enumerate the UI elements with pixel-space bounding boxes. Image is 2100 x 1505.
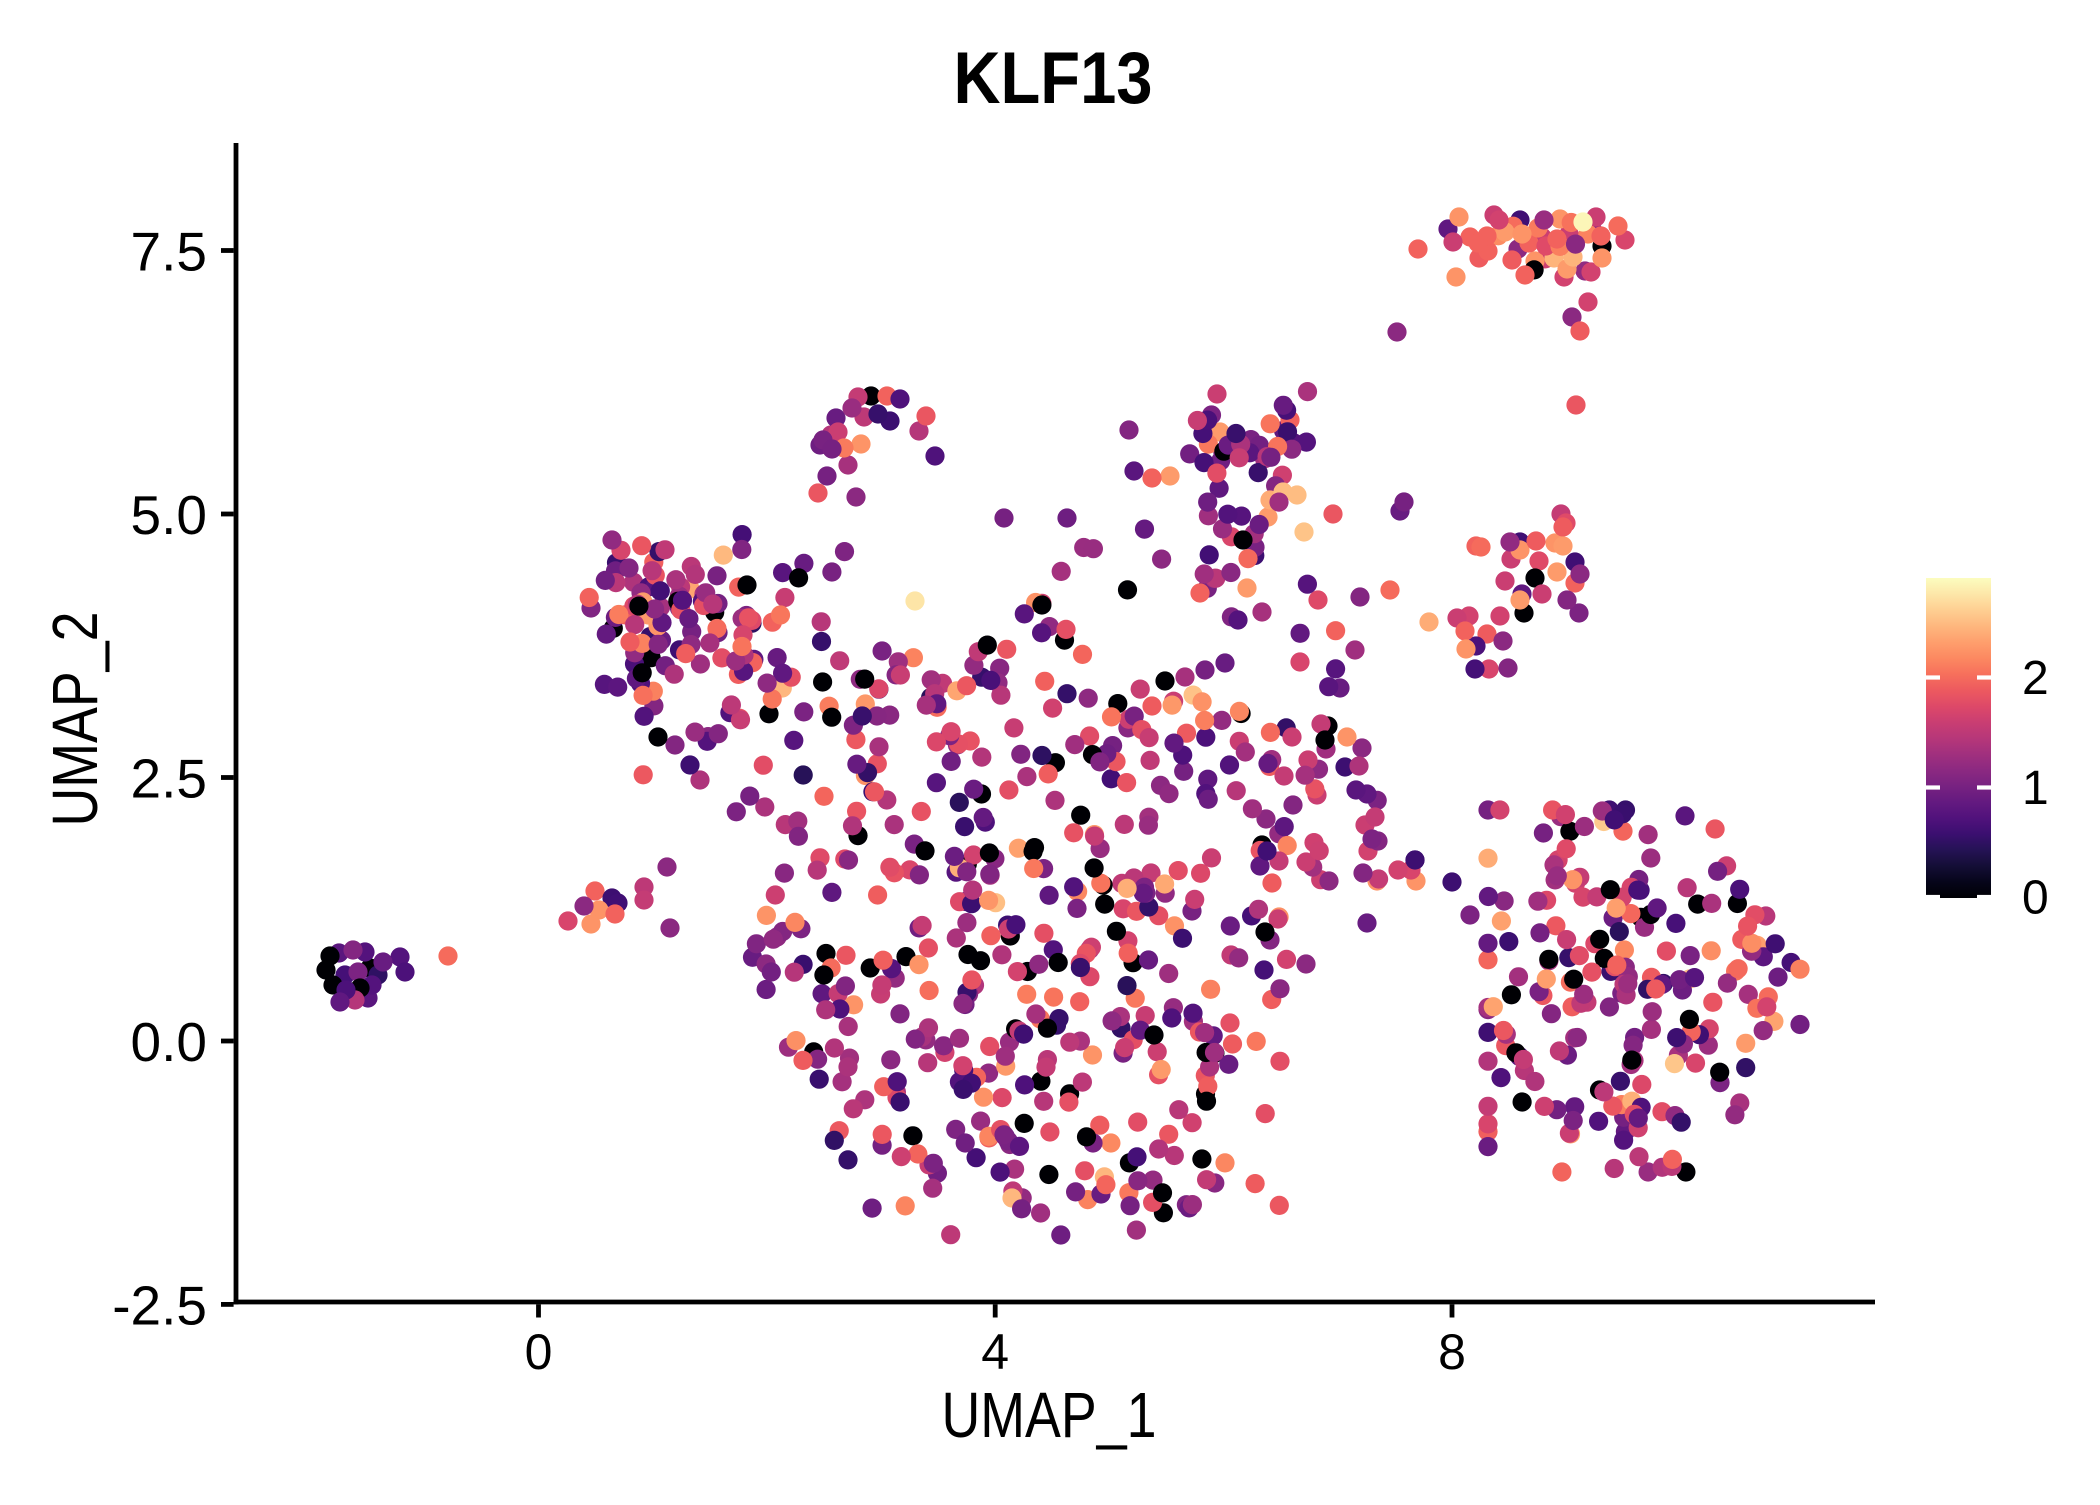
svg-text:2.5: 2.5 [131, 748, 207, 810]
svg-text:KLF13: KLF13 [954, 38, 1153, 119]
svg-text:-2.5: -2.5 [112, 1274, 207, 1336]
svg-text:0.0: 0.0 [131, 1011, 207, 1073]
svg-text:1: 1 [2022, 762, 2049, 815]
svg-text:5.0: 5.0 [131, 484, 207, 546]
svg-text:UMAP_1: UMAP_1 [942, 1379, 1157, 1451]
svg-text:4: 4 [981, 1324, 1009, 1380]
svg-text:UMAP_2: UMAP_2 [39, 612, 111, 827]
svg-text:2: 2 [2022, 652, 2049, 705]
svg-text:0: 0 [525, 1324, 553, 1380]
svg-text:7.5: 7.5 [131, 221, 207, 283]
svg-text:8: 8 [1438, 1324, 1466, 1380]
svg-text:0: 0 [2022, 872, 2049, 925]
